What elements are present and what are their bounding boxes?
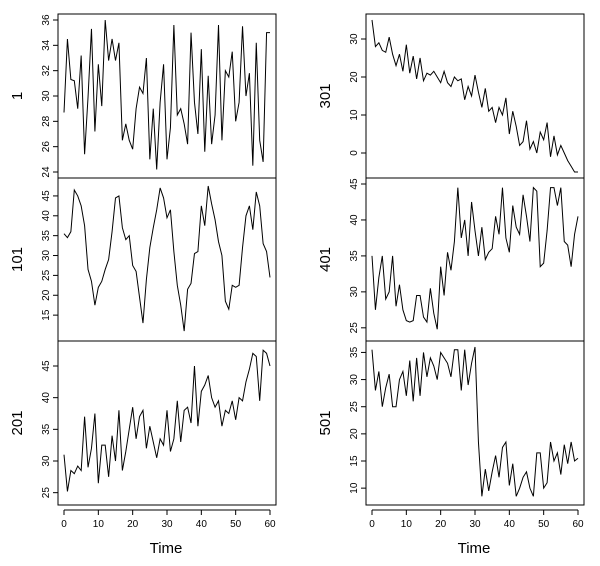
y-tick-label: 25 <box>349 322 360 334</box>
y-tick-label: 28 <box>41 115 52 127</box>
panel-501: 10 15 20 25 30 35 501 <box>317 340 585 506</box>
y-tick-label: 40 <box>41 392 52 404</box>
panels-layer: 24 26 28 30 32 34 36 1 15 20 25 30 35 40 45 101 25 30 35 40… <box>9 13 585 506</box>
y-tick-label: 0 <box>349 150 360 156</box>
x-tick-label: 10 <box>93 519 105 530</box>
x-axis-left: 0 10 20 30 40 50 60 <box>61 509 276 530</box>
y-tick-label: 26 <box>41 141 52 153</box>
series-line-201 <box>63 349 271 492</box>
panel-label: 201 <box>9 410 26 435</box>
y-tick-label: 35 <box>41 423 52 435</box>
y-tick-label: 30 <box>349 286 360 298</box>
x-tick-label: 0 <box>369 519 375 530</box>
y-tick-label: 32 <box>41 65 52 77</box>
y-tick-label: 34 <box>41 39 52 51</box>
y-tick-label: 45 <box>41 360 52 372</box>
x-tick-label: 0 <box>61 519 67 530</box>
x-tick-label: 40 <box>196 519 208 530</box>
y-tick-label: 40 <box>349 214 360 226</box>
x-axes: 0 10 20 30 40 50 60 0 10 20 30 40 50 60 <box>61 509 584 530</box>
x-tick-label: 20 <box>435 519 447 530</box>
x-tick-label: 10 <box>401 519 413 530</box>
y-tick-label: 30 <box>41 250 52 262</box>
x-tick-label: 30 <box>469 519 481 530</box>
y-tick-label: 15 <box>41 309 52 321</box>
y-tick-label: 24 <box>41 166 52 178</box>
panel-301: 0 10 20 30 301 <box>317 13 585 179</box>
x-tick-label: 40 <box>504 519 516 530</box>
y-tick-label: 30 <box>349 374 360 386</box>
y-tick-label: 25 <box>349 401 360 413</box>
x-tick-label: 50 <box>538 519 550 530</box>
series-line-401 <box>371 186 579 330</box>
series-line-101 <box>63 185 271 332</box>
y-tick-label: 36 <box>41 14 52 26</box>
y-tick-label: 20 <box>349 71 360 83</box>
y-tick-label: 45 <box>349 178 360 190</box>
panel-label: 401 <box>317 247 334 272</box>
y-tick-label: 25 <box>41 269 52 281</box>
series-line-1 <box>63 19 270 170</box>
panel-frame <box>365 340 585 506</box>
x-axis-right: 0 10 20 30 40 50 60 <box>369 509 584 530</box>
y-tick-label: 30 <box>41 90 52 102</box>
x-tick-label: 30 <box>161 519 173 530</box>
panel-label: 101 <box>9 247 26 272</box>
x-axis-label-right: Time <box>458 540 491 557</box>
y-tick-label: 40 <box>41 210 52 222</box>
y-tick-label: 20 <box>349 428 360 440</box>
y-tick-label: 20 <box>41 289 52 301</box>
y-tick-label: 35 <box>41 230 52 242</box>
y-tick-label: 30 <box>41 455 52 467</box>
x-axis-label-left: Time <box>150 540 183 557</box>
panel-1: 24 26 28 30 32 34 36 1 <box>9 13 277 179</box>
panel-frame <box>365 177 585 342</box>
panel-label: 501 <box>317 410 334 435</box>
panel-label: 301 <box>317 83 334 108</box>
x-tick-label: 60 <box>572 519 584 530</box>
y-tick-label: 30 <box>349 33 360 45</box>
panel-label: 1 <box>9 92 26 100</box>
panel-401: 25 30 35 40 45 401 <box>317 177 585 342</box>
panel-frame <box>57 340 277 506</box>
panel-201: 25 30 35 40 45 201 <box>9 340 277 506</box>
y-tick-label: 10 <box>349 109 360 121</box>
series-line-301 <box>371 19 578 173</box>
x-tick-label: 20 <box>127 519 139 530</box>
panel-frame <box>57 177 277 342</box>
series-line-501 <box>371 346 579 497</box>
y-tick-label: 35 <box>349 250 360 262</box>
y-tick-label: 45 <box>41 190 52 202</box>
y-tick-label: 15 <box>349 455 360 467</box>
x-tick-label: 60 <box>264 519 276 530</box>
y-tick-label: 25 <box>41 487 52 499</box>
panel-101: 15 20 25 30 35 40 45 101 <box>9 177 277 342</box>
x-tick-label: 50 <box>230 519 242 530</box>
y-tick-label: 10 <box>349 482 360 494</box>
y-tick-label: 35 <box>349 346 360 358</box>
